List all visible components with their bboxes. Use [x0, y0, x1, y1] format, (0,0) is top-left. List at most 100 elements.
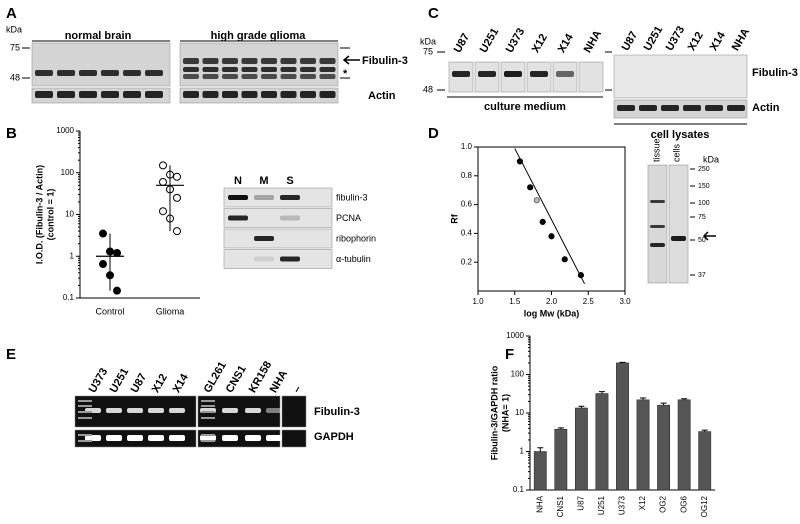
- gel-band: [222, 435, 238, 441]
- blot-band: [101, 91, 119, 98]
- gel-band: [245, 408, 261, 413]
- blot-band: [300, 67, 316, 72]
- blot-band: [478, 71, 496, 77]
- ladder-band: [78, 417, 92, 419]
- lane-label: U87: [452, 31, 472, 54]
- band-label: Fibulin-3: [752, 67, 798, 79]
- data-point: [99, 229, 107, 238]
- blot-band: [101, 70, 119, 76]
- y-axis-label: I.O.D. (Fibulin-3 / Actin): [34, 165, 44, 264]
- blot-band: [183, 67, 199, 72]
- y-tick-label: 100: [61, 168, 75, 177]
- y-axis-label: Rf: [449, 213, 459, 223]
- blot-band: [319, 74, 336, 79]
- blot-band: [202, 74, 219, 79]
- lane-label: tissue: [651, 138, 661, 162]
- fit-line: [514, 148, 586, 285]
- lane-label: U87: [620, 29, 640, 52]
- lane-label: U373: [87, 366, 111, 395]
- blot-band: [254, 236, 274, 241]
- ladder-band: [78, 400, 92, 402]
- gel-band: [148, 408, 164, 413]
- blot-band: [261, 58, 277, 64]
- x-tick-label: 2.5: [583, 297, 595, 306]
- error-bar: [598, 391, 605, 394]
- lane-label: M: [259, 175, 268, 187]
- blot: [578, 61, 604, 93]
- star: *: [343, 68, 348, 80]
- blot-band: [79, 91, 97, 98]
- lane-label: U87: [129, 371, 149, 394]
- error-bar: [681, 398, 688, 400]
- blot-band: [671, 236, 686, 241]
- bar: [636, 399, 650, 491]
- band-label: Fibulin-3: [314, 406, 360, 418]
- x-tick-label: OG12: [700, 495, 709, 517]
- blot-band: [254, 195, 274, 200]
- lane-label: U251: [478, 26, 502, 55]
- data-point: [99, 260, 107, 269]
- blot-band: [261, 91, 277, 98]
- y-tick-label: 1: [520, 447, 525, 456]
- blot-band: [650, 200, 665, 203]
- ladder-band: [201, 434, 215, 436]
- blot-band: [452, 71, 470, 77]
- blot: [223, 208, 333, 228]
- x-axis-label: log Mw (kDa): [524, 308, 580, 318]
- lane-label: X12: [150, 372, 170, 395]
- lane-label: X12: [530, 32, 550, 55]
- blot-band: [79, 70, 97, 76]
- lane-label: X14: [708, 29, 729, 53]
- y-axis-label: Fibulin-3/GAPDH ratio: [489, 365, 499, 460]
- kda-label: kDa: [420, 36, 436, 46]
- x-tick-label: Control: [95, 306, 124, 316]
- blot: [31, 42, 171, 87]
- bar: [574, 407, 588, 491]
- gel-band: [222, 408, 238, 413]
- kda-label: kDa: [703, 154, 719, 164]
- blot: [668, 164, 689, 284]
- gel-band: [106, 435, 122, 441]
- blot-band: [319, 67, 336, 72]
- blot: [179, 42, 339, 87]
- lane-label: NHA: [268, 368, 290, 395]
- blot: [647, 164, 668, 284]
- panel-label: D: [428, 125, 439, 142]
- blot: [223, 187, 333, 208]
- marker-label: 150: [698, 183, 710, 190]
- blot-band: [222, 58, 238, 64]
- lane-label: X14: [556, 31, 577, 55]
- gel-band: [245, 435, 261, 441]
- y-tick-label: 100: [511, 370, 525, 379]
- y-axis-label: (control = 1): [45, 189, 55, 241]
- y-tick-label: 10: [65, 210, 74, 219]
- marker-label: 250: [698, 166, 710, 173]
- data-point: [548, 233, 555, 240]
- blot-band: [35, 91, 53, 98]
- y-axis-label: (NHA= 1): [500, 394, 510, 432]
- gel-band: [148, 435, 164, 441]
- blot-band: [280, 215, 300, 221]
- panel-label: F: [505, 346, 514, 363]
- blot-band: [650, 243, 665, 247]
- lane-label: cells: [671, 143, 681, 162]
- arrow: [702, 231, 716, 241]
- lane-label: U373: [664, 24, 688, 53]
- blot-band: [650, 225, 665, 228]
- blot-band: [145, 70, 163, 76]
- x-tick-label: U251: [597, 495, 606, 515]
- blot-band: [145, 91, 163, 98]
- x-tick-label: Glioma: [156, 306, 185, 316]
- blot-band: [319, 91, 336, 98]
- ladder-band: [201, 400, 215, 402]
- blot-band: [241, 74, 258, 79]
- data-point: [516, 158, 523, 165]
- error-bar: [537, 447, 544, 452]
- blot-band: [705, 105, 723, 111]
- arrow: [342, 55, 360, 65]
- ladder-band: [78, 440, 92, 442]
- blot-band: [280, 256, 300, 262]
- blot-band: [222, 74, 238, 79]
- blot-band: [183, 58, 199, 64]
